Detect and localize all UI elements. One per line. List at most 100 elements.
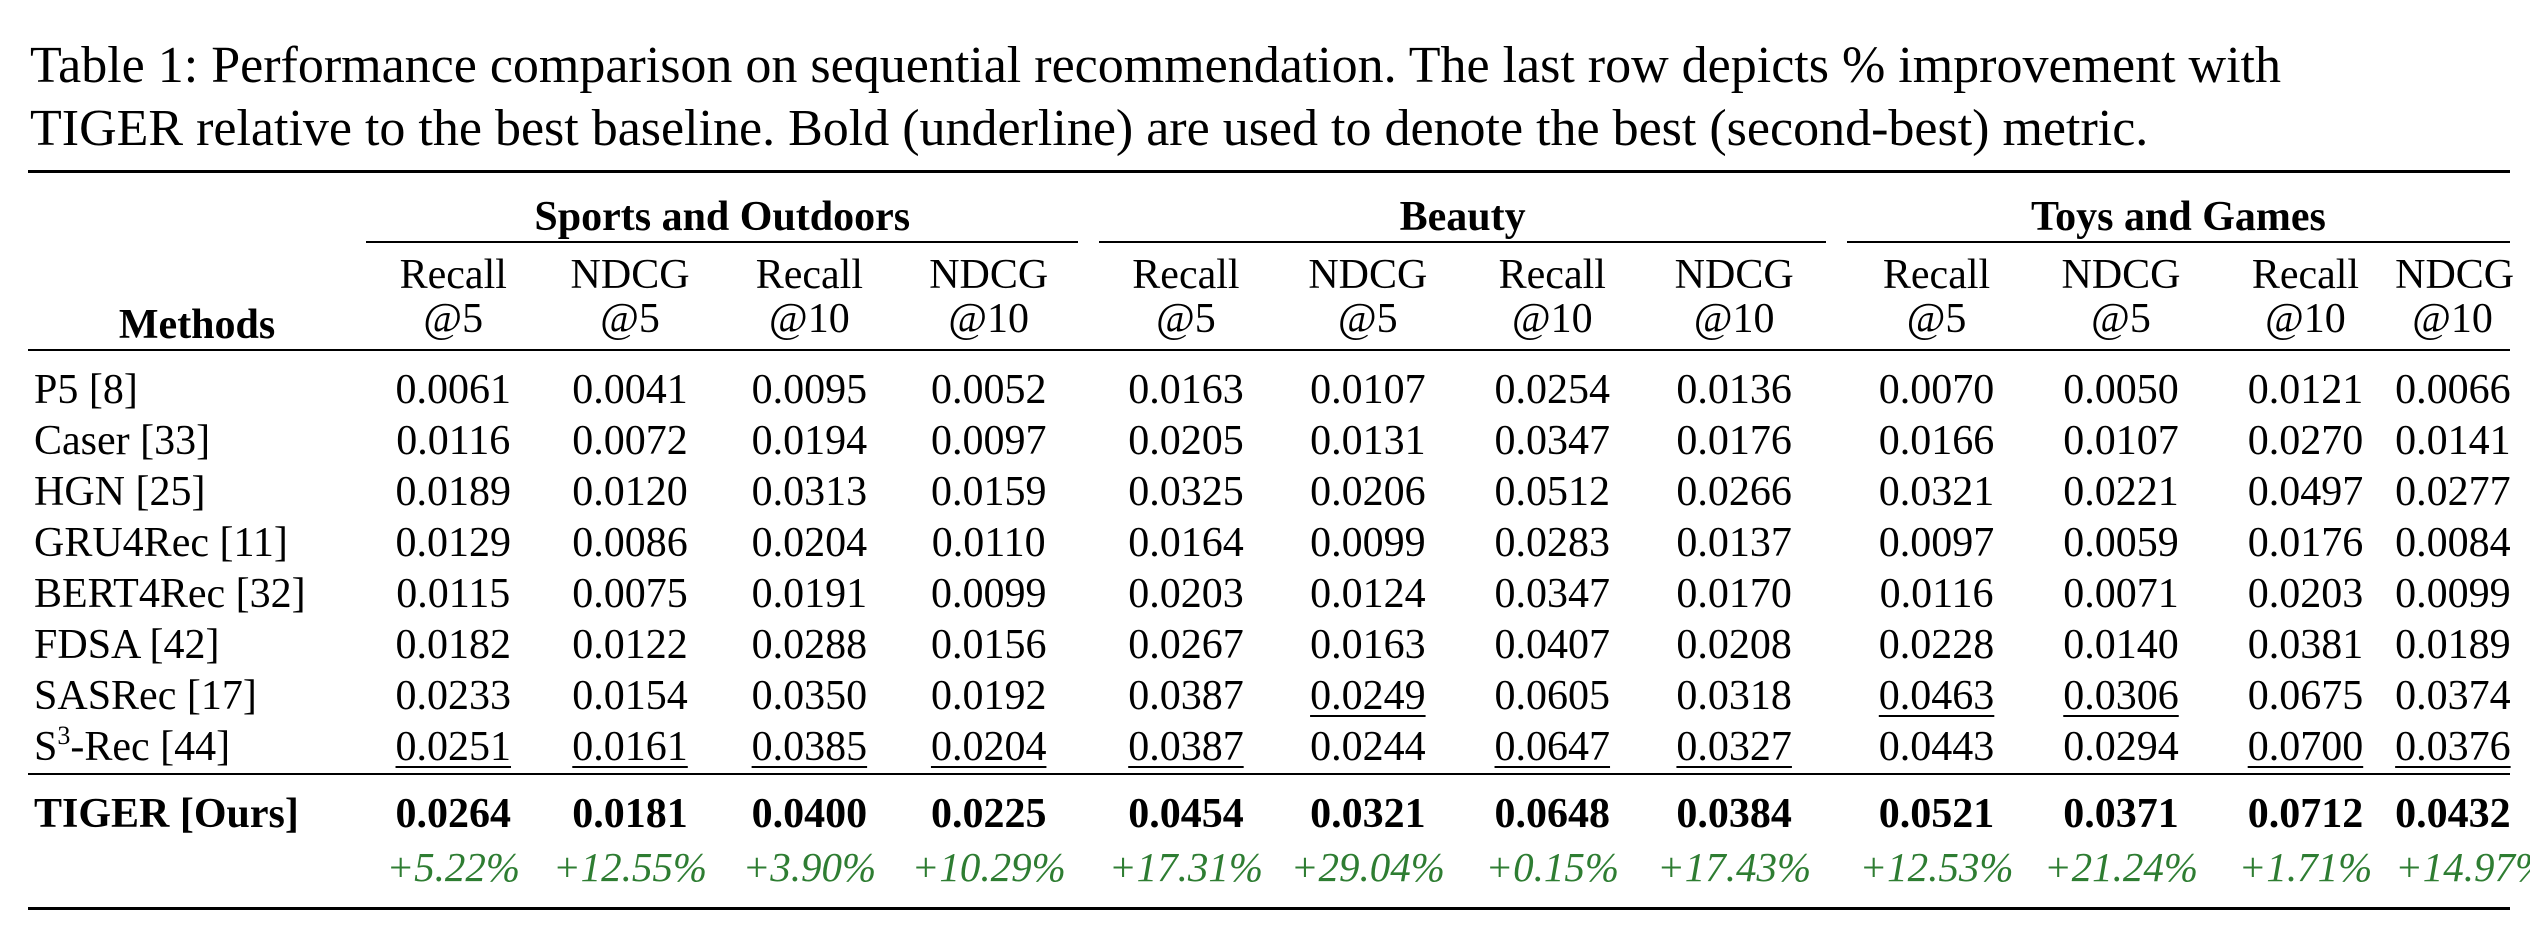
metric-header: NDCG @10 xyxy=(2395,249,2514,350)
methods-header: Methods xyxy=(118,302,276,348)
metric-value: 0.0121 xyxy=(2247,367,2364,413)
metric-header: Recall @5 xyxy=(1847,249,2026,350)
group-header: Sports and Outdoors xyxy=(534,194,911,240)
metric-value: 0.0407 xyxy=(1494,622,1611,668)
metric-value: 0.0318 xyxy=(1676,673,1792,719)
metric-header: NDCG @5 xyxy=(2026,249,2216,350)
tiger-rule xyxy=(28,773,2510,787)
metric-value: 0.0084 xyxy=(2395,520,2511,566)
metric-value: 0.0294 xyxy=(2063,724,2179,770)
metric-value: 0.0313 xyxy=(751,469,868,515)
metric-name: NDCG xyxy=(2061,252,2181,298)
metric-value: 0.0605 xyxy=(1494,673,1611,719)
metric-header: NDCG @10 xyxy=(899,249,1078,350)
caption-line-2: TIGER relative to the best baseline. Bol… xyxy=(30,100,2149,157)
metric-header: Recall @10 xyxy=(1463,249,1642,350)
caption-line-1: Table 1: Performance comparison on seque… xyxy=(30,37,2281,94)
results-table: Methods Sports and Outdoors Beauty Toys … xyxy=(28,170,2530,910)
metric-value: 0.0189 xyxy=(2395,622,2511,668)
metric-cutoff: @5 xyxy=(600,296,660,342)
improvement-value: +12.53% xyxy=(1859,844,2014,890)
metric-value: 0.0221 xyxy=(2063,469,2179,515)
underlined-value: 0.0385 xyxy=(751,724,868,770)
metric-name: NDCG xyxy=(1674,252,1794,298)
metric-value: 0.0097 xyxy=(930,418,1047,464)
metric-header-row: Recall @5 NDCG @5 Recall @10 NDCG @10 Recall @5 ND… xyxy=(28,249,2515,350)
metric-value: 0.0206 xyxy=(1310,469,1426,515)
bottom-rule xyxy=(28,893,2510,910)
group-header: Toys and Games xyxy=(2031,194,2326,240)
underlined-value: 0.0306 xyxy=(2063,673,2179,719)
metric-value: 0.0086 xyxy=(572,520,688,566)
metric-value: 0.0374 xyxy=(2395,673,2511,719)
metric-value: 0.0251 xyxy=(366,722,540,774)
best-value: 0.0264 xyxy=(395,791,512,837)
metric-value: 0.0321 xyxy=(1878,469,1995,515)
metric-value: 0.0070 xyxy=(1878,367,1995,413)
metric-name: NDCG xyxy=(570,252,690,298)
metric-value: 0.0095 xyxy=(751,367,868,413)
metric-value: 0.0249 xyxy=(1273,671,1463,722)
metric-value: 0.0137 xyxy=(1676,520,1792,566)
metric-name: Recall xyxy=(1132,252,1240,298)
metric-value: 0.0267 xyxy=(1128,622,1244,668)
metric-value: 0.0050 xyxy=(2063,367,2179,413)
metric-value: 0.0497 xyxy=(2247,469,2364,515)
improvement-value: +5.22% xyxy=(386,844,521,890)
best-value: 0.0648 xyxy=(1494,791,1611,837)
metric-name: Recall xyxy=(755,252,863,298)
metric-cutoff: @5 xyxy=(423,296,484,342)
underlined-value: 0.0251 xyxy=(395,724,512,770)
metric-name: NDCG xyxy=(929,252,1049,298)
improvement-value: +12.55% xyxy=(553,844,708,890)
best-value: 0.0181 xyxy=(572,791,688,837)
metric-value: 0.0443 xyxy=(1878,724,1995,770)
improvement-value: +14.97% xyxy=(2395,844,2530,890)
method-name: Caser [33] xyxy=(34,418,211,464)
metric-value: 0.0194 xyxy=(751,418,868,464)
metric-value: 0.0107 xyxy=(1310,367,1426,413)
metric-value: 0.0204 xyxy=(899,722,1078,774)
superscript: 3 xyxy=(57,721,71,750)
metric-value: 0.0124 xyxy=(1310,571,1426,617)
metric-value: 0.0066 xyxy=(2395,367,2511,413)
underlined-value: 0.0376 xyxy=(2395,724,2511,770)
underlined-value: 0.0327 xyxy=(1676,724,1792,770)
best-value: 0.0432 xyxy=(2395,791,2511,837)
metric-value: 0.0099 xyxy=(930,571,1047,617)
metric-value: 0.0647 xyxy=(1463,722,1642,774)
improvement-value: +17.31% xyxy=(1108,844,1263,890)
best-value: 0.0521 xyxy=(1878,791,1995,837)
metric-value: 0.0254 xyxy=(1494,367,1611,413)
method-name: GRU4Rec [11] xyxy=(34,520,288,566)
metric-value: 0.0154 xyxy=(572,673,688,719)
table-row: SASRec [17] 0.0233 0.0154 0.0350 0.0192 0.038… xyxy=(28,671,2511,722)
metric-header: NDCG @5 xyxy=(540,249,719,350)
table-caption: Table 1: Performance comparison on seque… xyxy=(30,34,2510,160)
metric-cutoff: @5 xyxy=(2091,296,2151,342)
metric-header: NDCG @10 xyxy=(1642,249,1826,350)
mid-rule xyxy=(28,349,2510,365)
metric-value: 0.0163 xyxy=(1128,367,1244,413)
best-value: 0.0225 xyxy=(930,791,1047,837)
metric-header: Recall @5 xyxy=(1099,249,1273,350)
method-name: HGN [25] xyxy=(34,469,206,515)
best-value: 0.0321 xyxy=(1310,791,1426,837)
underlined-value: 0.0204 xyxy=(930,724,1047,770)
metric-value: 0.0277 xyxy=(2395,469,2511,515)
improvement-value: +0.15% xyxy=(1485,844,1620,890)
metric-name: Recall xyxy=(399,252,507,298)
metric-value: 0.0205 xyxy=(1128,418,1244,464)
method-name: S3-Rec [44] xyxy=(34,721,231,771)
metric-value: 0.0228 xyxy=(1878,622,1995,668)
underlined-value: 0.0647 xyxy=(1494,724,1611,770)
table-row: S3-Rec [44] 0.0251 0.0161 0.0385 0.0204 0.038… xyxy=(28,721,2511,774)
metric-value: 0.0107 xyxy=(2063,418,2179,464)
improvement-value: +10.29% xyxy=(911,844,1066,890)
metric-cutoff: @10 xyxy=(2412,296,2493,342)
metric-name: Recall xyxy=(1882,252,1991,298)
metric-value: 0.0156 xyxy=(930,622,1047,668)
metric-value: 0.0099 xyxy=(1310,520,1426,566)
metric-value: 0.0159 xyxy=(930,469,1047,515)
metric-value: 0.0463 xyxy=(1847,671,2026,722)
